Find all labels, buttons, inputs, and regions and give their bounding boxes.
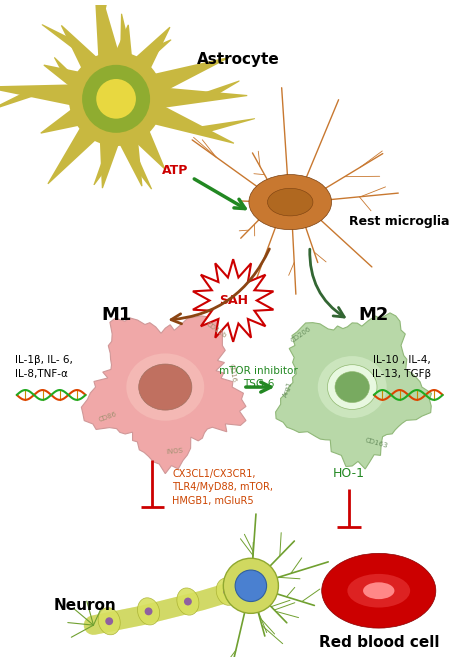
Polygon shape <box>41 24 81 49</box>
Ellipse shape <box>126 354 204 421</box>
Text: Rest microglia: Rest microglia <box>349 215 450 228</box>
Polygon shape <box>147 39 172 55</box>
Circle shape <box>69 52 164 146</box>
Ellipse shape <box>137 598 160 625</box>
Text: CD86: CD86 <box>98 410 118 422</box>
Circle shape <box>184 598 192 606</box>
Text: iNOS: iNOS <box>166 448 184 455</box>
Polygon shape <box>100 130 123 188</box>
Text: M1: M1 <box>101 307 131 324</box>
Polygon shape <box>199 118 255 135</box>
Ellipse shape <box>318 356 387 418</box>
Polygon shape <box>143 57 229 99</box>
Polygon shape <box>54 57 71 81</box>
Ellipse shape <box>328 365 377 410</box>
Text: HMGB1, mGluR5: HMGB1, mGluR5 <box>172 496 254 506</box>
Polygon shape <box>44 64 91 95</box>
Text: CX3CL1/CX3CR1,: CX3CL1/CX3CR1, <box>172 469 255 479</box>
Text: ATP: ATP <box>162 164 188 177</box>
Ellipse shape <box>216 578 238 605</box>
Ellipse shape <box>347 574 410 608</box>
Polygon shape <box>82 316 246 473</box>
Polygon shape <box>120 14 130 46</box>
Polygon shape <box>275 313 431 469</box>
Text: Red blood cell: Red blood cell <box>319 636 439 650</box>
Polygon shape <box>93 0 122 68</box>
Text: CD206: CD206 <box>290 326 312 344</box>
Polygon shape <box>193 260 273 342</box>
Text: CD163: CD163 <box>365 437 389 449</box>
Circle shape <box>82 65 150 133</box>
Polygon shape <box>0 87 35 112</box>
Circle shape <box>235 570 266 602</box>
Ellipse shape <box>98 608 120 635</box>
Polygon shape <box>96 0 113 11</box>
Polygon shape <box>114 127 143 187</box>
Polygon shape <box>110 24 133 68</box>
Text: IL-1β, IL- 6,: IL-1β, IL- 6, <box>15 355 73 365</box>
Polygon shape <box>61 25 106 79</box>
Text: Neuron: Neuron <box>54 598 117 613</box>
Text: Astrocyte: Astrocyte <box>197 52 280 67</box>
Text: mTOR inhibitor: mTOR inhibitor <box>219 366 298 376</box>
Polygon shape <box>127 26 171 79</box>
Ellipse shape <box>335 371 369 402</box>
Ellipse shape <box>322 553 436 628</box>
Text: CD11b: CD11b <box>205 320 228 339</box>
Text: IL-10 , IL-4,: IL-10 , IL-4, <box>373 355 431 365</box>
Text: M2: M2 <box>359 307 389 324</box>
Polygon shape <box>93 162 111 185</box>
Polygon shape <box>125 119 165 169</box>
Text: HO-1: HO-1 <box>333 467 365 480</box>
Text: CD16: CD16 <box>228 363 237 383</box>
Text: Arg1: Arg1 <box>283 381 294 398</box>
Text: IL-8,TNF-α: IL-8,TNF-α <box>15 369 68 379</box>
Circle shape <box>223 588 231 596</box>
Text: TSG-6: TSG-6 <box>243 379 274 389</box>
Circle shape <box>96 79 136 118</box>
Polygon shape <box>0 84 84 108</box>
Text: IL-13, TGFβ: IL-13, TGFβ <box>372 369 431 379</box>
Text: TLR4/MyD88, mTOR,: TLR4/MyD88, mTOR, <box>172 483 273 493</box>
Polygon shape <box>40 102 91 134</box>
Ellipse shape <box>139 364 192 410</box>
Text: SAH: SAH <box>219 294 247 307</box>
Circle shape <box>105 617 113 625</box>
Ellipse shape <box>363 583 394 599</box>
Ellipse shape <box>249 175 331 230</box>
Polygon shape <box>130 159 152 189</box>
Ellipse shape <box>267 189 313 216</box>
Polygon shape <box>206 80 239 101</box>
Polygon shape <box>143 99 234 144</box>
Ellipse shape <box>177 588 199 615</box>
Circle shape <box>223 558 278 614</box>
Polygon shape <box>47 117 105 184</box>
Polygon shape <box>149 86 247 110</box>
Circle shape <box>145 608 153 615</box>
